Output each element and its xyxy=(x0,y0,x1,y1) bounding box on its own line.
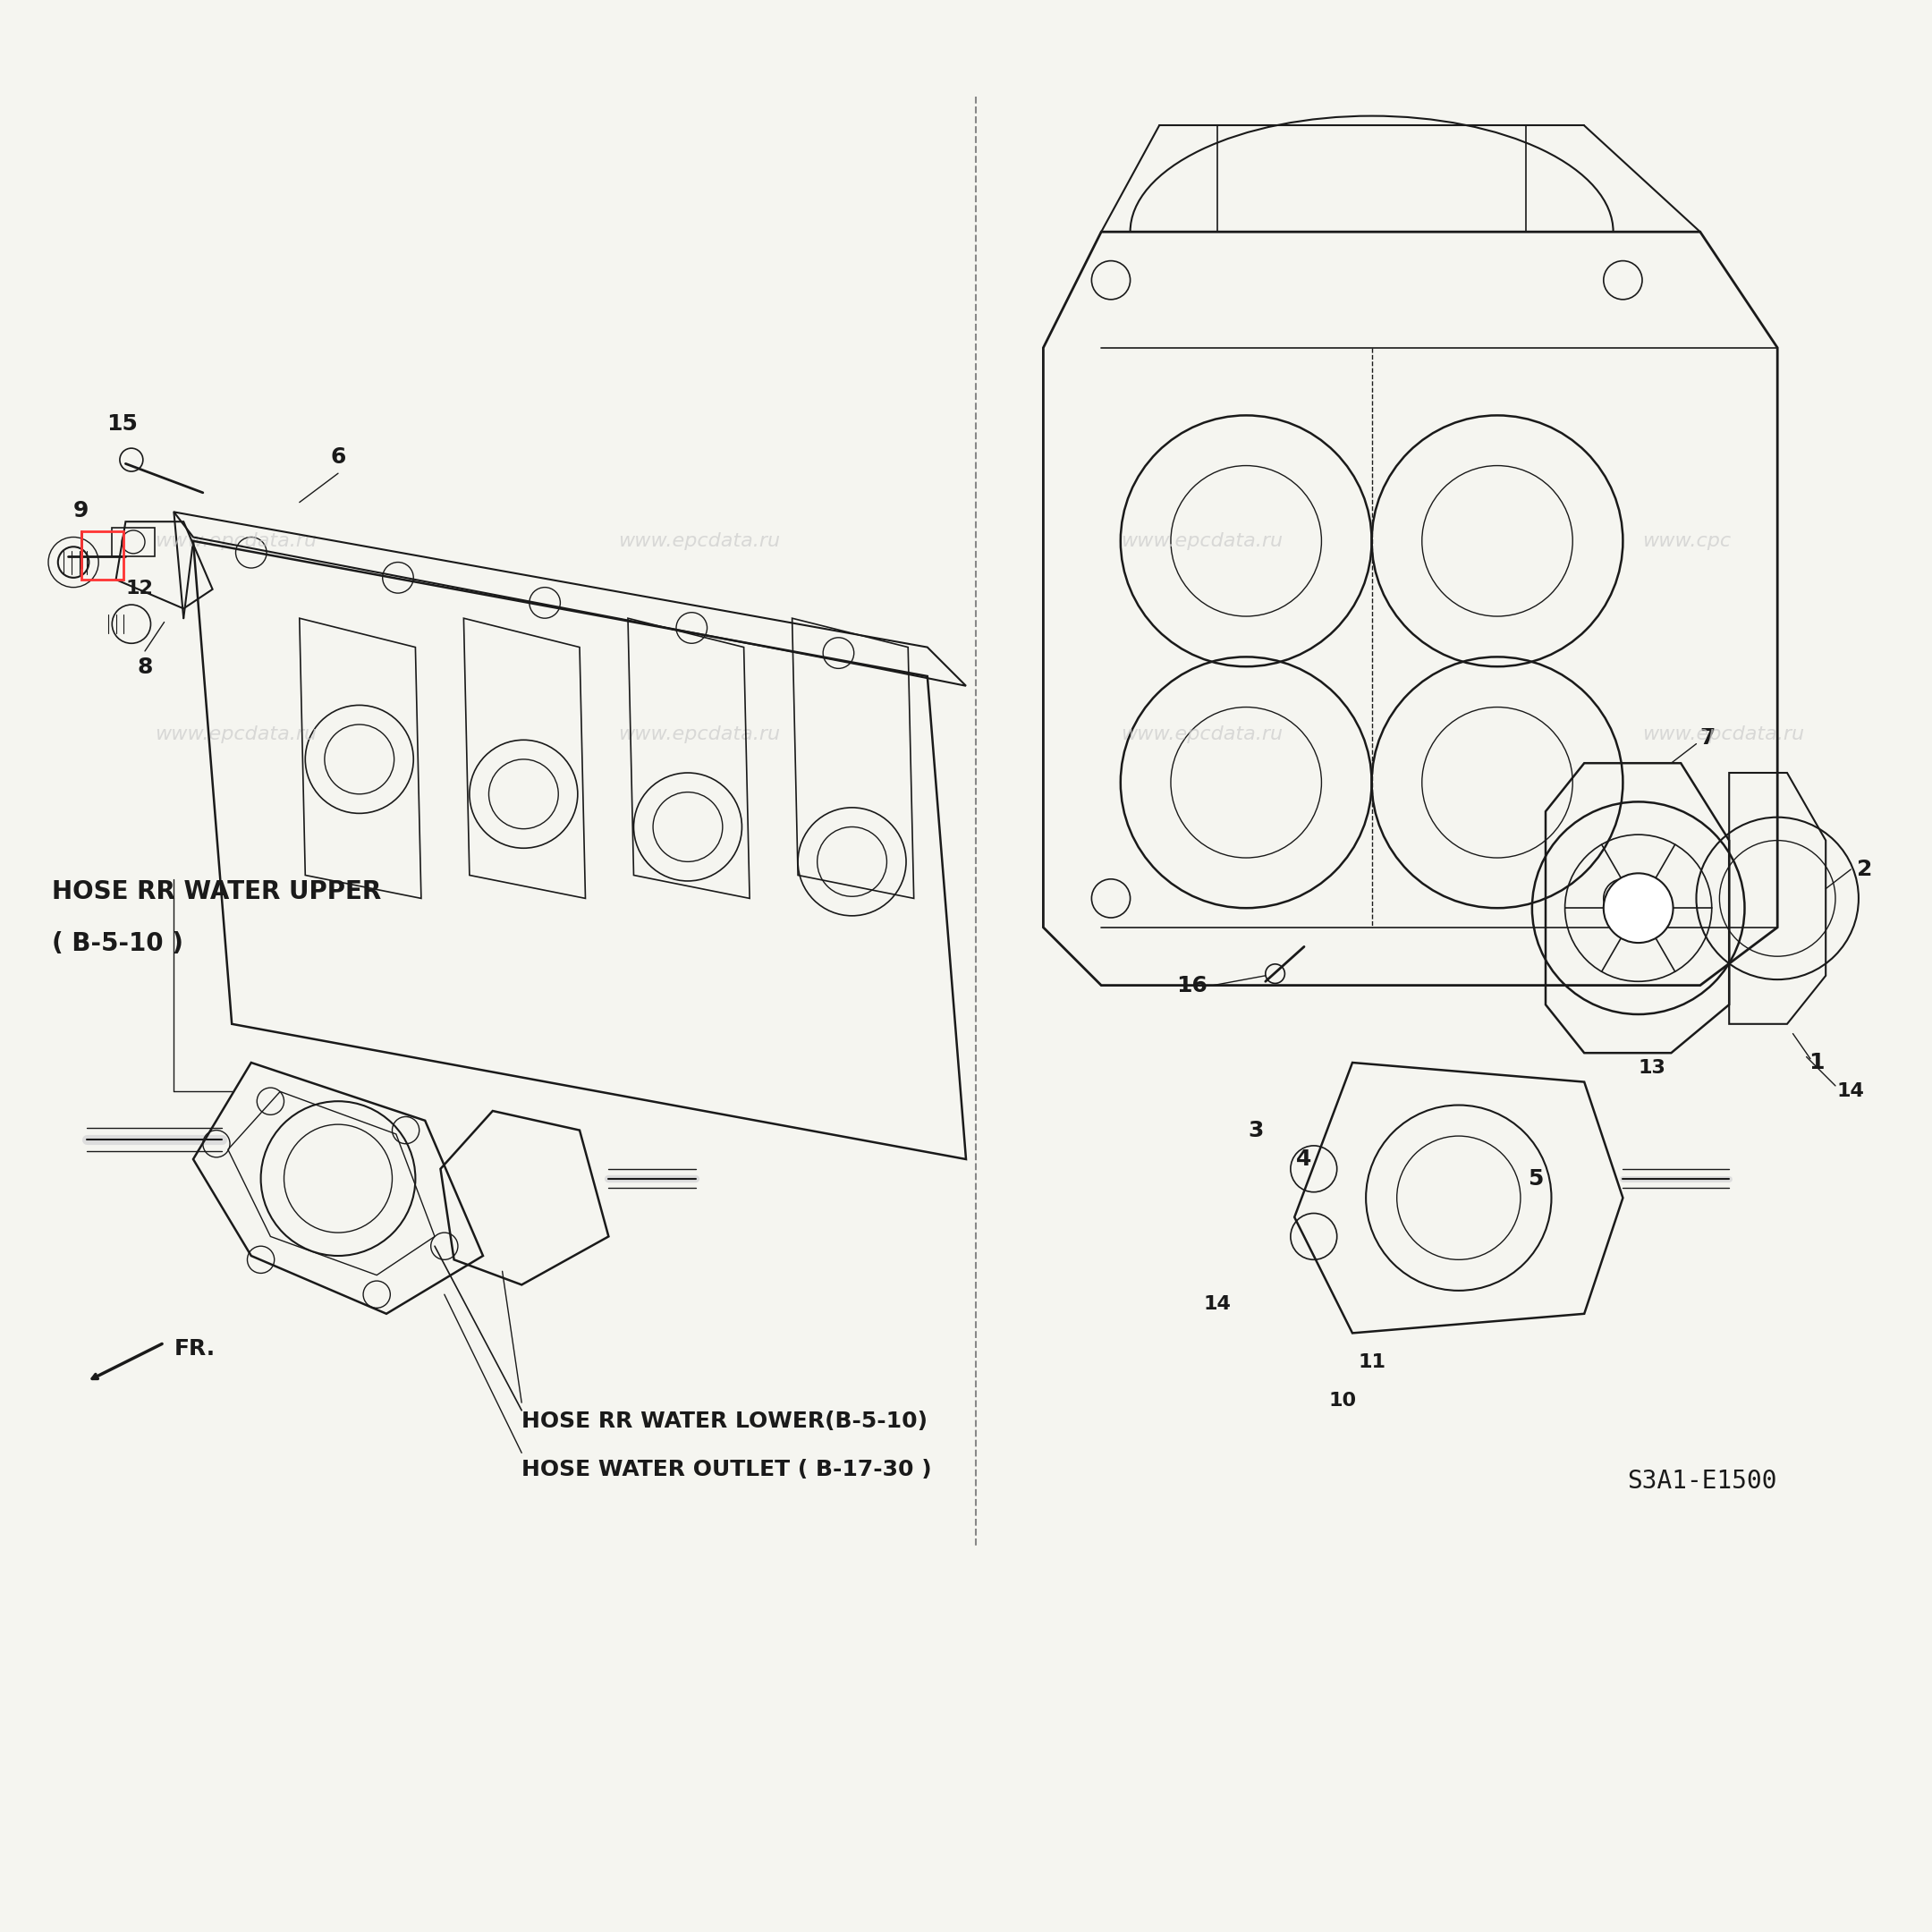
Text: 3: 3 xyxy=(1248,1119,1264,1142)
Text: www.epcdata.ru: www.epcdata.ru xyxy=(1121,724,1283,744)
Text: 1: 1 xyxy=(1808,1051,1824,1074)
Text: 8: 8 xyxy=(137,657,153,678)
Text: www.epcdata.ru: www.epcdata.ru xyxy=(155,724,317,744)
Text: FR.: FR. xyxy=(174,1337,214,1360)
Text: 10: 10 xyxy=(1329,1391,1356,1410)
Text: 2: 2 xyxy=(1857,858,1872,881)
Text: 14: 14 xyxy=(1204,1294,1231,1314)
Text: www.cpc: www.cpc xyxy=(1642,531,1731,551)
Text: 4: 4 xyxy=(1296,1148,1312,1171)
Text: 9: 9 xyxy=(73,500,89,522)
Text: 15: 15 xyxy=(106,413,137,435)
Text: 7: 7 xyxy=(1700,726,1716,750)
Text: 16: 16 xyxy=(1177,974,1208,997)
Text: www.epcdata.ru: www.epcdata.ru xyxy=(155,531,317,551)
Text: 5: 5 xyxy=(1528,1167,1544,1190)
Text: HOSE WATER OUTLET ( B-17-30 ): HOSE WATER OUTLET ( B-17-30 ) xyxy=(522,1459,931,1480)
Text: www.epcdata.ru: www.epcdata.ru xyxy=(1121,531,1283,551)
Text: 11: 11 xyxy=(1358,1352,1385,1372)
Text: 14: 14 xyxy=(1837,1082,1864,1101)
Text: 12: 12 xyxy=(126,580,153,597)
Circle shape xyxy=(1604,873,1673,943)
Text: HOSE RR WATER LOWER(B-5-10): HOSE RR WATER LOWER(B-5-10) xyxy=(522,1410,927,1432)
Text: www.epcdata.ru: www.epcdata.ru xyxy=(618,724,781,744)
Bar xyxy=(81,531,124,580)
Text: ( B-5-10 ): ( B-5-10 ) xyxy=(52,931,184,956)
Text: www.epcdata.ru: www.epcdata.ru xyxy=(618,531,781,551)
Text: www.epcdata.ru: www.epcdata.ru xyxy=(1642,724,1804,744)
Text: 6: 6 xyxy=(330,446,346,468)
Text: HOSE RR WATER UPPER: HOSE RR WATER UPPER xyxy=(52,879,381,904)
Text: 13: 13 xyxy=(1638,1059,1665,1078)
Text: S3A1-E1500: S3A1-E1500 xyxy=(1627,1468,1777,1493)
Bar xyxy=(112,527,155,556)
